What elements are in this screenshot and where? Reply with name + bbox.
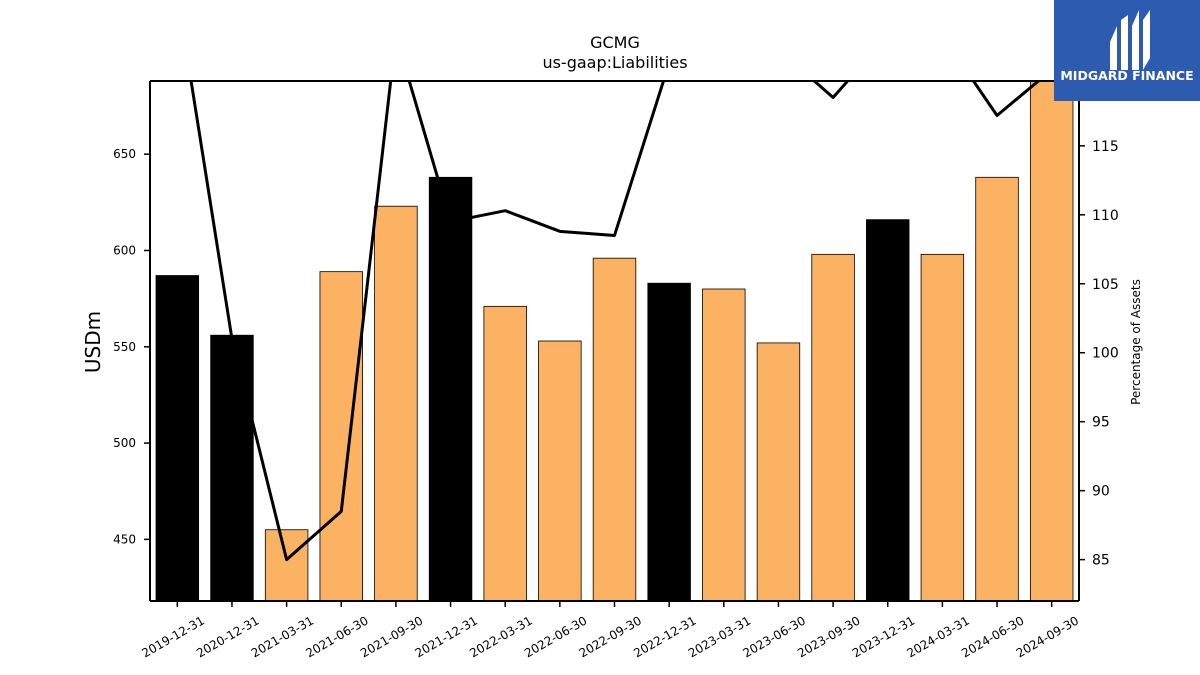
- y-tick-label-450: 450: [113, 532, 136, 546]
- bar-2023-09-30: [811, 253, 855, 601]
- midgard-logo-icon: [1110, 10, 1150, 70]
- bar-2021-09-30: [374, 205, 418, 601]
- line-group: [189, 81, 1041, 562]
- y-tick-label-550: 550: [113, 340, 136, 354]
- chart-subtitle: us-gaap:Liabilities: [542, 53, 687, 72]
- y2-tick-label-85: 85: [1092, 553, 1110, 569]
- chart-title: GCMG: [590, 33, 640, 52]
- bar-2023-03-31: [702, 288, 746, 601]
- y2-tick-label-90: 90: [1092, 484, 1110, 500]
- bar-2021-12-31: [428, 176, 473, 601]
- y2-tick-label-110: 110: [1092, 208, 1119, 224]
- y2-tick-label-100: 100: [1092, 346, 1119, 362]
- bar-2022-09-30: [592, 257, 637, 601]
- bar-2024-09-30: [1029, 81, 1074, 601]
- bar-2020-12-31: [210, 334, 254, 601]
- bar-2024-03-31: [920, 253, 965, 601]
- bars-group: [155, 81, 1074, 601]
- bar-2023-06-30: [756, 342, 801, 601]
- percentage-line: [189, 81, 1041, 562]
- y2-tick-label-105: 105: [1092, 277, 1119, 293]
- bar-2021-06-30: [319, 271, 363, 601]
- bar-2021-03-31: [264, 529, 309, 601]
- y2-axis-label: Percentage of Assets: [1129, 279, 1143, 405]
- logo-text: MIDGARD FINANCE: [1060, 68, 1193, 83]
- y-tick-label-650: 650: [113, 147, 136, 161]
- logo: MIDGARD FINANCE: [1054, 0, 1200, 101]
- bar-2023-12-31: [866, 219, 910, 601]
- bar-2024-06-30: [975, 176, 1019, 601]
- bar-2022-12-31: [647, 282, 691, 601]
- y-tick-label-600: 600: [113, 243, 136, 257]
- y2-tick-label-115: 115: [1092, 139, 1119, 155]
- y2-tick-label-95: 95: [1092, 415, 1110, 431]
- y-tick-label-500: 500: [113, 436, 136, 450]
- bar-2019-12-31: [155, 275, 200, 601]
- bar-2022-03-31: [483, 305, 527, 601]
- y-axis-label: USDm: [81, 311, 105, 373]
- bar-2022-06-30: [538, 340, 582, 601]
